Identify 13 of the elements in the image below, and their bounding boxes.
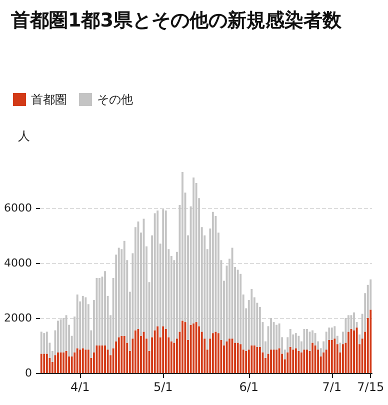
x-tick-label: 7/1 xyxy=(322,380,342,394)
y-tick-label: 6000 xyxy=(4,201,32,214)
legend-label: 首都圏 xyxy=(31,92,67,106)
y-tick-label: 4000 xyxy=(4,256,32,270)
y-axis-title: 人 xyxy=(18,129,30,143)
chart-title: 首都圏1都3県とその他の新規感染者数 xyxy=(10,10,342,32)
y-tick-label: 0 xyxy=(25,366,32,380)
x-tick-label: 6/1 xyxy=(239,380,259,394)
legend-label: その他 xyxy=(97,92,133,106)
x-tick-label: 4/1 xyxy=(70,380,90,394)
y-tick-label: 2000 xyxy=(4,311,32,324)
x-tick-label: 5/1 xyxy=(153,380,173,394)
x-tick-label: 7/15 xyxy=(357,380,384,394)
